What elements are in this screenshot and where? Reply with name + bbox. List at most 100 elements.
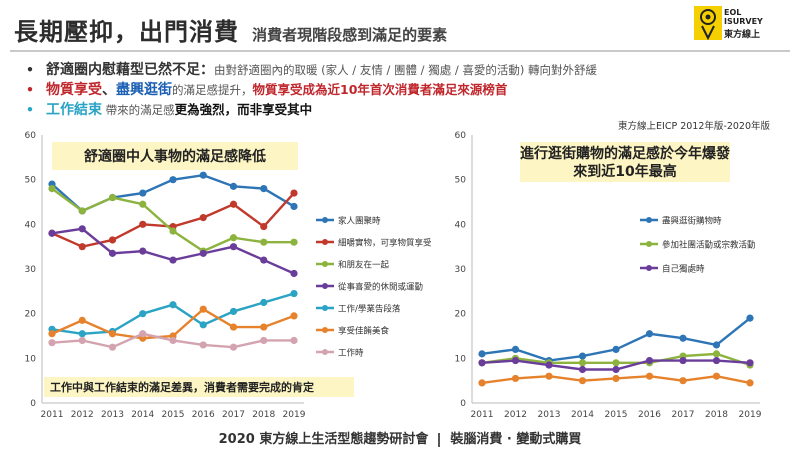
chart0-legend-label: 工作/學業告段落 [338, 304, 401, 315]
chart1-y-tick-label: 40 [455, 220, 467, 230]
chart0-data-point [199, 305, 207, 313]
chart1-y-tick-label: 50 [455, 176, 467, 186]
chart0-x-tick-label: 2019 [283, 410, 306, 420]
chart1-data-point [578, 359, 587, 367]
chart0-legend-marker [322, 283, 328, 289]
chart0-data-point [199, 341, 207, 349]
chart0-legend-marker [322, 327, 328, 333]
chart0-data-point [78, 316, 86, 324]
chart1-y-tick-label: 30 [455, 265, 467, 275]
chart1-data-point [679, 356, 687, 365]
chart1-x-tick-label: 2011 [471, 410, 494, 420]
chart0-data-point [48, 185, 56, 193]
chart0-data-point [260, 256, 268, 264]
chart0-data-point [78, 207, 86, 215]
chart0-data-point [169, 256, 177, 264]
logo-text-1: EOL [724, 8, 742, 17]
chart0-y-tick-label: 20 [25, 310, 37, 320]
chart1-data-point [712, 372, 721, 380]
chart0-note: 工作中與工作結束的滿足差異，消費者需要完成的肯定 [50, 380, 314, 394]
chart0-data-point [199, 214, 207, 222]
chart1-x-tick-label: 2012 [504, 410, 527, 420]
bullet-1-head: 舒適圈内慰藉型已然不足： [46, 62, 214, 78]
chart0-data-point [108, 193, 117, 202]
chart0-data-point [139, 330, 147, 338]
bullet-2-mid: 的滿足感提升， [172, 83, 253, 97]
chart0-data-point [290, 289, 298, 298]
chart0-data-point [229, 234, 238, 242]
chart0-data-point [260, 336, 268, 345]
logo-mark-icon [694, 6, 722, 41]
bullet-3-head: 工作結束 [46, 102, 102, 118]
chart0-y-tick-label: 0 [30, 399, 36, 409]
chart0-legend-marker [322, 349, 328, 355]
bullet-3-tail: 更為強烈，而非享受其中 [174, 102, 313, 117]
chart1-legend-label: 參加社團活動或宗教活動 [662, 240, 756, 251]
chart1-y-tick-label: 20 [455, 310, 467, 320]
chart0-data-point [229, 200, 238, 208]
bullet-dot: • [26, 102, 34, 117]
chart0-data-point [229, 307, 238, 316]
chart1-data-point [578, 365, 587, 374]
chart0-data-point [108, 330, 117, 338]
chart1-title: 來到近10年最高 [573, 163, 676, 180]
page-subtitle: 消費者現階段感到滿足的要素 [252, 26, 448, 44]
footer: 2020 東方線上生活型態趨勢研討會 裝腦消費 · 變動式購買 [0, 428, 800, 447]
bullet-2-tail: 物質享受成為近10年首次消費者滿足來源榜首 [252, 82, 508, 97]
chart0-series-line [51, 227, 295, 275]
page-title: 長期壓抑，出門消費 [14, 18, 239, 46]
chart0-legend-marker [322, 239, 328, 245]
chart0-legend-label: 工作時 [338, 348, 364, 359]
chart1-x-tick-label: 2015 [605, 410, 628, 420]
chart1-legend-label: 自己獨處時 [662, 264, 705, 275]
chart0-data-point [290, 312, 298, 320]
footer-event: 2020 東方線上生活型態趨勢研討會 [218, 432, 429, 447]
chart1-data-point [511, 356, 520, 365]
chart0-legend-label: 享受佳餚美食 [338, 326, 390, 337]
chart0-data-point [48, 330, 56, 338]
footer-theme: 裝腦消費 · 變動式購買 [450, 432, 582, 447]
chart1-data-point [645, 330, 654, 338]
chart0-data-point [169, 176, 177, 184]
chart0-data-point [199, 171, 207, 179]
chart0-data-point [199, 249, 207, 257]
chart1-x-tick-label: 2019 [739, 410, 762, 420]
chart0-data-point [108, 236, 117, 244]
chart0-data-point [48, 339, 56, 347]
chart0-x-tick-label: 2016 [192, 410, 215, 420]
chart0-data-point [139, 247, 147, 255]
chart1-title-box [520, 142, 730, 182]
chart1-data-point [478, 379, 486, 387]
chart0-data-point [229, 323, 238, 331]
chart0-y-tick-label: 60 [25, 131, 37, 141]
bullet-2-head-a: 物質享受 [46, 82, 102, 98]
chart0-data-point [108, 249, 117, 257]
chart1-data-point [612, 365, 620, 374]
chart0-data-point [290, 202, 298, 211]
chart0-data-point [139, 220, 147, 228]
chart0-data-point [260, 238, 268, 246]
chart0-title-box [52, 142, 298, 170]
chart0-data-point [260, 298, 268, 307]
chart0-y-tick-label: 40 [25, 220, 37, 230]
chart0-data-point [78, 330, 86, 338]
chart0-data-point [260, 323, 268, 331]
chart0-note-box [44, 377, 354, 397]
chart1-data-point [612, 359, 620, 367]
chart0-data-point [139, 189, 147, 197]
chart1-legend-marker [646, 217, 652, 223]
chart1-data-point [712, 356, 721, 365]
chart0-data-point [48, 229, 56, 237]
chart1-data-point [511, 345, 520, 353]
bullet-1-body: 由對舒適圈內的取暖 (家人 / 友情 / 團體 / 獨處 / 喜愛的活動) 轉向… [214, 63, 598, 77]
bullet-dot: • [26, 82, 34, 97]
chart0-title: 舒適圈中人事物的滿足感降低 [84, 148, 266, 165]
chart0-data-point [169, 301, 177, 309]
chart1-data-point [612, 345, 620, 353]
bullet-dot: • [26, 62, 34, 77]
chart0-legend-label: 家人團聚時 [338, 216, 381, 227]
chart1-data-point [746, 379, 754, 387]
logo-text-2: ISURVEY [724, 17, 763, 26]
chart0-data-point [229, 343, 238, 351]
